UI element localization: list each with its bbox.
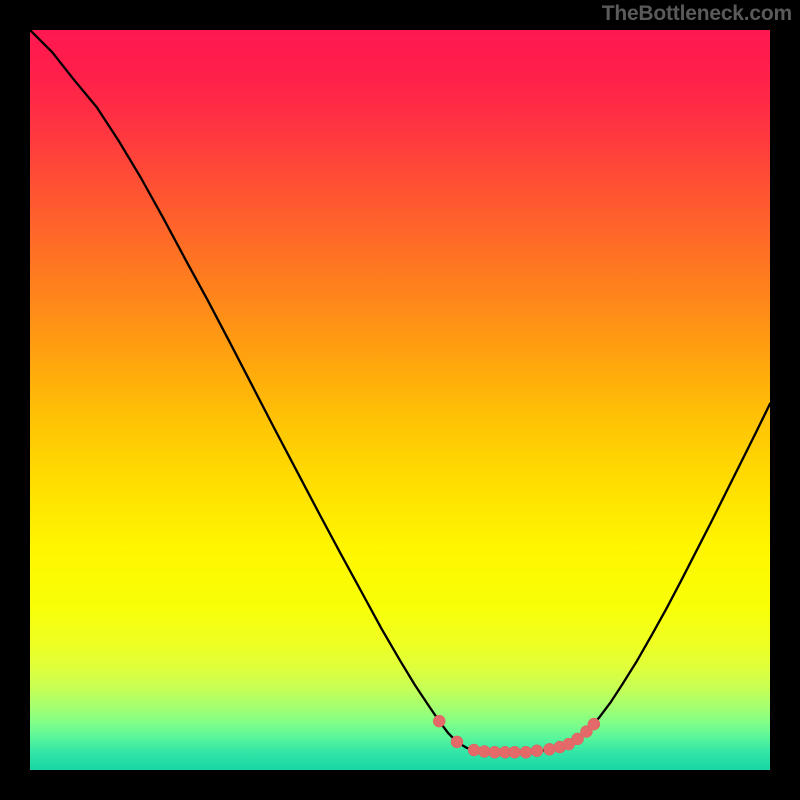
- marker-dot: [520, 746, 532, 758]
- plot-area: [30, 30, 770, 770]
- marker-dot: [588, 718, 600, 730]
- marker-dot: [468, 744, 480, 756]
- watermark-text: TheBottleneck.com: [602, 2, 792, 26]
- marker-dot: [509, 746, 521, 758]
- chart-frame: TheBottleneck.com: [0, 0, 800, 800]
- marker-dot: [543, 743, 555, 755]
- chart-svg: [30, 30, 770, 770]
- marker-dot: [531, 745, 543, 757]
- marker-dot: [451, 736, 463, 748]
- marker-dot: [433, 715, 445, 727]
